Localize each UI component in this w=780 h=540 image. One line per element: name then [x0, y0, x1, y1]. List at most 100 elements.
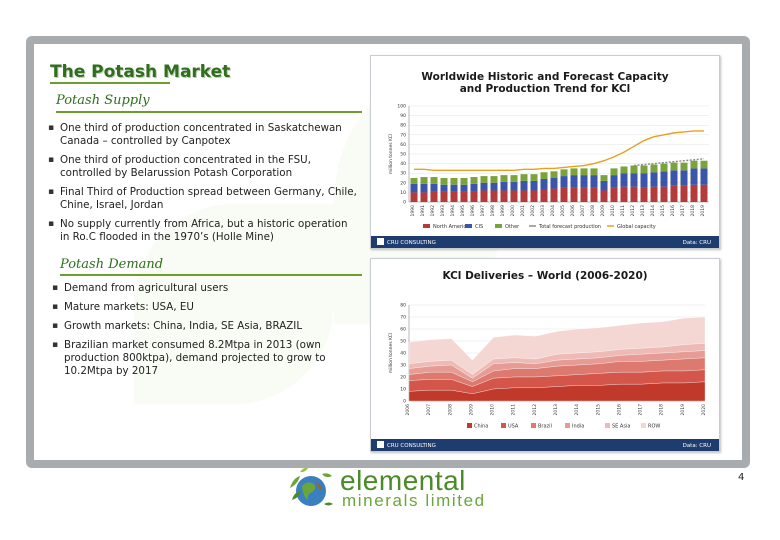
y-tick-label: 0	[403, 399, 406, 405]
y-tick-label: 50	[400, 339, 406, 345]
bar-cis	[540, 178, 548, 190]
bar-cis	[440, 184, 448, 192]
legend-swatch	[641, 423, 646, 428]
chart-footer-bar	[371, 439, 719, 451]
supply-bullet: No supply currently from Africa, but a h…	[48, 218, 360, 244]
legend-label: USA	[508, 424, 519, 430]
x-tick-label: 2013	[553, 404, 559, 416]
bar-cis	[490, 182, 498, 191]
bar-other	[620, 166, 628, 174]
bar-cis	[410, 183, 418, 193]
bar-other	[490, 176, 498, 183]
bar-cis	[660, 171, 668, 187]
legend-label: Other	[505, 224, 520, 230]
bar-other	[410, 178, 418, 184]
legend-label: North America	[433, 224, 469, 230]
bar-cis	[580, 175, 588, 188]
bar-cis	[690, 168, 698, 185]
bar-other	[480, 176, 488, 183]
demand-bullet: Brazilian market consumed 8.2Mtpa in 201…	[52, 339, 352, 378]
bar-other	[690, 160, 698, 169]
legend-swatch	[565, 423, 570, 428]
bar-cis	[600, 180, 608, 191]
bar-north-america	[550, 188, 558, 202]
x-tick-label: 2006	[570, 205, 576, 217]
bar-other	[560, 169, 568, 177]
demand-bullet: Demand from agricultural users	[52, 282, 352, 295]
x-tick-label: 2001	[520, 205, 526, 217]
bar-north-america	[690, 184, 698, 202]
x-tick-label: 2002	[530, 205, 536, 217]
x-tick-label: 1992	[430, 205, 436, 217]
y-tick-label: 50	[400, 152, 406, 158]
bar-other	[630, 165, 638, 174]
bar-cis	[520, 180, 528, 191]
bar-north-america	[450, 191, 458, 202]
bar-other	[440, 178, 448, 185]
logo-tagline: minerals limited	[342, 491, 486, 510]
supply-rule	[56, 111, 362, 113]
x-tick-label: 2009	[468, 404, 474, 416]
legend-label: China	[474, 424, 488, 430]
chart-background	[371, 56, 719, 248]
legend-swatch	[465, 224, 472, 228]
bar-north-america	[500, 190, 508, 202]
bar-cis	[450, 184, 458, 192]
chart-footer-bar	[371, 236, 719, 248]
bar-north-america	[670, 185, 678, 202]
x-tick-label: 2016	[670, 205, 676, 217]
legend-swatch	[531, 423, 536, 428]
bar-cis	[680, 170, 688, 186]
x-tick-label: 2014	[574, 404, 580, 416]
x-tick-label: 2008	[590, 205, 596, 217]
globe-leaf-icon	[290, 467, 333, 506]
x-tick-label: 1993	[440, 205, 446, 217]
bar-cis	[470, 183, 478, 192]
bar-cis	[460, 184, 468, 192]
y-tick-label: 20	[400, 375, 406, 381]
x-tick-label: 2011	[511, 404, 517, 416]
bar-north-america	[620, 186, 628, 202]
chart-footer-source: CRU CONSULTING	[387, 443, 436, 449]
kcl-capacity-chart-svg: Worldwide Historic and Forecast Capacity…	[371, 56, 719, 248]
bar-other	[590, 168, 598, 176]
slide-title: The Potash Market	[50, 62, 231, 82]
x-tick-label: 2007	[580, 205, 586, 217]
x-tick-label: 2017	[680, 205, 686, 217]
x-tick-label: 2008	[447, 404, 453, 416]
bar-north-america	[660, 186, 668, 202]
y-tick-label: 30	[400, 171, 406, 177]
bar-cis	[650, 172, 658, 187]
y-tick-label: 60	[400, 142, 406, 148]
bar-other	[640, 165, 648, 174]
x-tick-label: 2009	[600, 205, 606, 217]
legend-label: CIS	[475, 224, 483, 230]
x-tick-label: 1995	[460, 205, 466, 217]
bar-other	[530, 174, 538, 181]
chart-footer-credit: Data: CRU	[683, 443, 711, 449]
bar-other	[580, 168, 588, 176]
bar-cis	[530, 180, 538, 191]
x-tick-label: 2019	[700, 205, 706, 217]
supply-heading: Potash Supply	[56, 93, 150, 108]
y-tick-label: 10	[400, 190, 406, 196]
bar-cis	[480, 182, 488, 191]
x-tick-label: 2017	[638, 404, 644, 416]
bar-other	[460, 178, 468, 185]
x-tick-label: 1998	[490, 205, 496, 217]
bar-other	[670, 162, 678, 171]
legend-swatch	[423, 224, 430, 228]
demand-bullet-list: Demand from agricultural users Mature ma…	[52, 282, 352, 384]
y-tick-label: 80	[400, 303, 406, 309]
bar-north-america	[460, 191, 468, 202]
bar-north-america	[520, 190, 528, 202]
bar-other	[700, 160, 708, 169]
y-tick-label: 70	[400, 132, 406, 138]
bar-other	[430, 177, 438, 184]
legend-swatch	[495, 224, 502, 228]
x-tick-label: 1997	[480, 205, 486, 217]
x-tick-label: 1990	[410, 205, 416, 217]
y-tick-label: 0	[403, 200, 406, 206]
legend-label: Total forecast production	[538, 224, 601, 230]
demand-rule	[60, 274, 362, 276]
